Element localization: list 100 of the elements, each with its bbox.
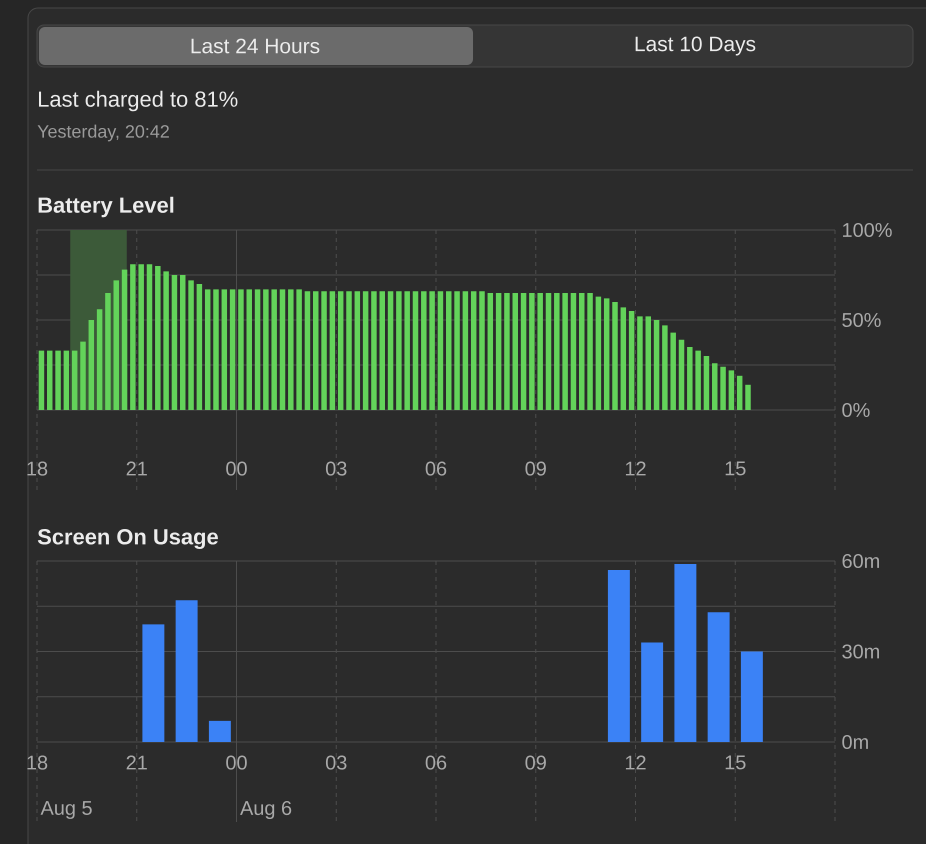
text: Last 24 Hours — [192, 38, 320, 54]
bar — [96, 309, 102, 410]
y-tick-label: 100% — [843, 222, 892, 238]
bar — [38, 350, 44, 410]
bar — [47, 350, 52, 410]
y-tick-label: 0m — [842, 734, 868, 750]
bar — [637, 316, 643, 410]
bar — [380, 291, 385, 410]
chart-title: Battery Level — [38, 196, 174, 218]
bar — [222, 289, 228, 410]
bar — [138, 264, 144, 410]
bar — [330, 291, 336, 410]
bar — [80, 342, 86, 410]
bar — [587, 292, 593, 410]
bar — [446, 291, 452, 410]
bar — [512, 292, 518, 410]
bar — [412, 291, 418, 410]
bar — [678, 340, 684, 410]
text: Aug 5 — [40, 801, 92, 819]
x-tick-label: 12 — [626, 756, 646, 770]
text: Last 10 Days — [636, 36, 756, 56]
x-tick-label: 06 — [426, 462, 446, 476]
y-tick-label: 30m — [842, 644, 879, 659]
bar — [479, 291, 485, 410]
bar — [354, 291, 360, 410]
bar — [155, 266, 161, 410]
bar — [537, 292, 543, 410]
x-tick-label: 21 — [126, 756, 147, 770]
bar — [496, 292, 502, 410]
bar — [388, 291, 394, 410]
bar — [114, 280, 119, 410]
x-tick-label: 15 — [726, 756, 746, 770]
bar — [338, 291, 344, 410]
bar — [180, 274, 186, 410]
bar — [230, 289, 236, 410]
bar — [529, 292, 535, 410]
y-tick-label: 0% — [842, 402, 870, 418]
bar — [313, 291, 318, 410]
bar — [321, 291, 327, 410]
x-tick-label: 00 — [226, 462, 247, 476]
bar — [146, 264, 152, 410]
bar — [462, 291, 468, 410]
bar — [280, 289, 286, 410]
bar — [520, 292, 526, 410]
bar — [695, 350, 701, 410]
x-tick-label: 18 — [27, 756, 48, 770]
bar — [246, 289, 252, 410]
bar — [429, 291, 435, 410]
bar — [712, 363, 718, 410]
bar — [188, 280, 194, 410]
bar — [371, 291, 377, 410]
bar — [296, 289, 302, 410]
bar — [254, 289, 260, 410]
bar — [421, 291, 427, 410]
bar — [396, 291, 402, 410]
bar — [554, 292, 560, 410]
x-tick-label: 18 — [27, 462, 48, 476]
bar — [470, 291, 476, 410]
bar — [346, 291, 352, 410]
bar — [620, 307, 626, 410]
bar — [196, 284, 202, 410]
x-tick-label: 06 — [426, 756, 446, 770]
bar — [728, 370, 734, 410]
bar — [720, 366, 726, 410]
bar — [271, 289, 277, 410]
bar — [288, 289, 294, 410]
bar — [263, 289, 269, 410]
bar — [404, 291, 410, 410]
bar — [64, 350, 70, 410]
bar — [172, 274, 178, 410]
chart-title: Screen On Usage — [38, 529, 218, 549]
text: Yesterday, 20:42 — [38, 124, 169, 142]
bar — [646, 316, 651, 410]
x-tick-label: 21 — [126, 462, 147, 476]
bar — [570, 292, 576, 410]
bar — [362, 291, 368, 410]
y-tick-label: 60m — [842, 554, 879, 568]
bar — [662, 325, 668, 410]
x-tick-label: 15 — [726, 462, 746, 476]
x-tick-label: 03 — [326, 756, 346, 770]
bar — [579, 292, 584, 410]
bar — [204, 289, 210, 410]
bar — [122, 270, 128, 410]
bar — [304, 291, 310, 410]
bar — [163, 271, 169, 410]
bar — [88, 320, 94, 410]
bar — [55, 350, 61, 410]
bar — [745, 384, 751, 410]
bar — [562, 292, 568, 410]
bar — [238, 289, 244, 410]
x-tick-label: 12 — [626, 462, 646, 476]
bar — [72, 350, 78, 410]
bar — [687, 346, 693, 410]
bar — [454, 291, 460, 410]
bar — [130, 264, 136, 410]
x-tick-label: 09 — [525, 756, 546, 770]
bar — [704, 356, 710, 410]
x-tick-label: 03 — [326, 462, 346, 476]
bar — [654, 320, 660, 410]
bar — [213, 289, 219, 410]
